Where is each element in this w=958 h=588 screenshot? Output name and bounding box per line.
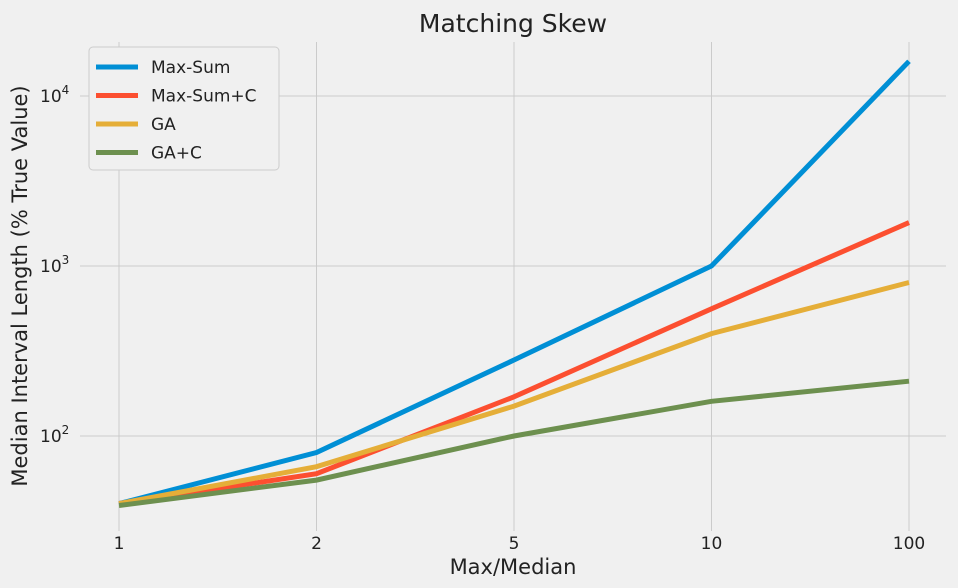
x-tick-labels: 1 2 5 10 100 — [114, 534, 926, 554]
y-tick-label: 102 — [40, 423, 69, 447]
y-tick-label: 103 — [40, 253, 69, 277]
legend-frame — [88, 46, 280, 171]
y-tick-label: 104 — [40, 83, 69, 107]
x-tick-label: 2 — [311, 534, 322, 554]
chart-title: Matching Skew — [419, 9, 607, 38]
x-tick-label: 5 — [509, 534, 520, 554]
series-line — [118, 220, 911, 507]
series-line — [118, 378, 910, 508]
series-line — [118, 59, 911, 507]
series-layer — [118, 59, 911, 508]
x-tick-label: 1 — [114, 534, 125, 554]
legend-entry: Max-Sum — [151, 58, 230, 78]
x-axis-label: Max/Median — [450, 555, 577, 579]
y-tick-labels: 102 103 104 — [40, 83, 69, 447]
legend-entry: GA — [151, 115, 176, 135]
legend-entry: GA+C — [151, 144, 202, 164]
x-tick-label: 10 — [701, 534, 723, 554]
x-tick-label: 100 — [893, 534, 925, 554]
series-line — [118, 280, 910, 507]
legend: Max-Sum Max-Sum+C GA GA+C — [88, 46, 280, 171]
y-axis-label: Median Interval Length (% True Value) — [8, 85, 32, 486]
legend-entry: Max-Sum+C — [151, 87, 257, 107]
